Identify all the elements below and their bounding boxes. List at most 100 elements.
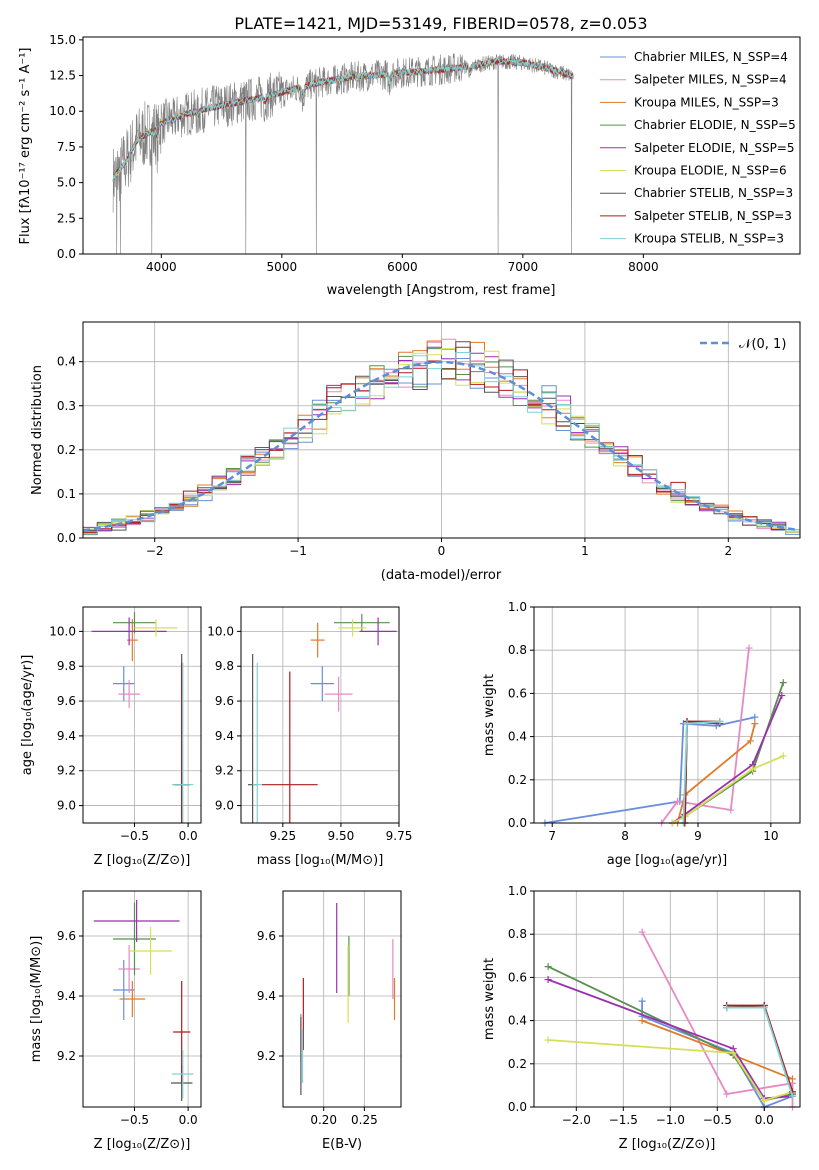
weight-vs-Z-marker-kroupa_stelib <box>723 1004 731 1012</box>
weight-vs-Z-ylabel: mass weight <box>482 958 497 1040</box>
weight-vs-age-marker-salpeter_miles <box>674 797 682 805</box>
spectrum-legend-label: Kroupa MILES, N_SSP=3 <box>634 95 779 109</box>
spectrum-legend-label: Salpeter ELODIE, N_SSP=5 <box>634 141 795 155</box>
weight-vs-age-ytick-label: 0.6 <box>508 686 527 700</box>
age-vs-Z-ytick-label: 9.2 <box>57 764 76 778</box>
weight-vs-age-ytick-label: 0.4 <box>508 730 527 744</box>
mass-vs-Z-ytick-label: 9.4 <box>57 989 76 1003</box>
age-vs-Z-ytick-label: 9.8 <box>57 659 76 673</box>
weight-vs-Z-axes-frame <box>533 890 801 1108</box>
weight-vs-Z-marker-chabrier_miles <box>638 997 646 1005</box>
spectrum-ytick-label: 0.0 <box>57 247 76 261</box>
mass-vs-Z-xtick-label: −0.5 <box>120 1113 149 1127</box>
spectrum-ticks: 4000 5000 6000 7000 8000 0.0 2.5 5.0 7.5 10.0 12.5… <box>49 33 658 274</box>
age-vs-mass-xtick-label: 9.75 <box>386 829 413 843</box>
mass-vs-EBV-xtick-label: 0.25 <box>351 1113 378 1127</box>
residual-histogram-kroupa_elodie <box>83 348 800 533</box>
weight-vs-age-line-chabrier_miles <box>544 716 755 824</box>
age-vs-Z-xtick-label: 0.0 <box>179 829 198 843</box>
weight-vs-age-xtick-label: 10 <box>763 829 778 843</box>
age-vs-Z-xlabel: Z [log₁₀(Z/Z⊙)] <box>94 853 191 868</box>
weight-vs-Z-xtick-label: −1.5 <box>609 1113 638 1127</box>
weight-vs-Z-line-chabrier_stelib <box>726 1004 794 1095</box>
weight-vs-Z-marker-kroupa_miles <box>788 1075 796 1083</box>
parameter-panels: −0.5 0.0 9.0 9.2 9.4 9.6 9.8 10.0 Z [log₁₀(Z/Z⊙)… <box>20 600 801 1152</box>
age-vs-Z-ytick-label: 9.6 <box>57 694 76 708</box>
spectrum-xlabel: wavelength [Angstrom, rest frame] <box>327 283 556 298</box>
observed-spectrum-line <box>112 53 574 255</box>
age-vs-mass-panel: 9.25 9.50 9.75 9.0 9.2 9.4 9.6 9.8 10.0 mass [log… <box>207 606 413 868</box>
residuals-xlabel: (data-model)/error <box>381 568 502 583</box>
spectrum-xtick-label: 4000 <box>146 260 177 274</box>
weight-vs-Z-xtick-label: 0.0 <box>755 1113 774 1127</box>
weight-vs-age-line-kroupa_miles <box>676 723 756 824</box>
weight-vs-age-line-salpeter_miles <box>660 647 750 824</box>
mass-vs-EBV-axes-frame <box>282 890 402 1108</box>
weight-vs-Z-line-kroupa_elodie <box>548 1039 793 1102</box>
weight-vs-Z-marker-salpeter_miles <box>638 928 646 936</box>
spectrum-title: PLATE=1421, MJD=53149, FIBERID=0578, z=0… <box>234 14 647 33</box>
spectrum-axes-frame <box>82 36 801 255</box>
weight-vs-Z-marker-kroupa_miles <box>638 1017 646 1025</box>
residuals-xtick-label: −2 <box>146 544 164 558</box>
spectrum-panel: PLATE=1421, MJD=53149, FIBERID=0578, z=0… <box>18 14 801 298</box>
mass-vs-Z-axes-frame <box>82 890 202 1108</box>
residuals-ylabel: Normed distribution <box>30 365 45 495</box>
spectrum-ytick-label: 2.5 <box>57 211 76 225</box>
weight-vs-age-marker-salpeter_miles <box>727 806 735 814</box>
spectrum-legend-label: Salpeter MILES, N_SSP=4 <box>634 73 787 87</box>
weight-vs-Z-ytick-label: 0.4 <box>508 1014 527 1028</box>
normal-distribution-curve <box>82 360 798 532</box>
weight-vs-Z-panel: −2.0 −1.5 −1.0 −0.5 0.0 0.0 0.2 0.4 0.6 0.8 1.0 Z [… <box>482 884 801 1152</box>
weight-vs-Z-marker-kroupa_stelib <box>760 1004 768 1012</box>
weight-vs-age-line-kroupa_elodie <box>672 755 784 824</box>
weight-vs-age-line-salpeter_elodie <box>671 695 783 824</box>
weight-vs-Z-marker-kroupa_stelib <box>788 1092 796 1100</box>
normal-legend-label: 𝒩(0, 1) <box>739 337 786 352</box>
spectrum-ylabel: Flux [fλ10⁻¹⁷ erg cm⁻² s⁻¹ A⁻¹] <box>18 48 33 245</box>
spectrum-ytick-label: 12.5 <box>49 69 76 83</box>
spectrum-xtick-label: 6000 <box>387 260 418 274</box>
weight-vs-Z-ytick-label: 0.2 <box>508 1057 527 1071</box>
model-spectrum-salpeter_stelib <box>112 57 574 182</box>
residuals-panel: −2 −1 0 1 2 0.0 0.1 0.2 0.3 0.4 (data-model)/erro… <box>30 321 801 583</box>
mass-vs-Z-ylabel: mass [log₁₀(M/M⊙)] <box>29 936 44 1063</box>
weight-vs-age-ylabel: mass weight <box>482 674 497 756</box>
weight-vs-age-marker-kroupa_stelib <box>716 717 724 725</box>
age-vs-mass-xlabel: mass [log₁₀(M/M⊙)] <box>257 853 384 868</box>
spectrum-legend-label: Salpeter STELIB, N_SSP=3 <box>634 209 792 223</box>
weight-vs-age-marker-kroupa_elodie <box>779 752 787 760</box>
age-vs-mass-ytick-label: 9.6 <box>215 694 234 708</box>
model-spectrum-kroupa_stelib <box>112 57 574 182</box>
spectrum-legend-label: Chabrier MILES, N_SSP=4 <box>634 50 788 64</box>
mass-vs-Z-xtick-label: 0.0 <box>179 1113 198 1127</box>
residual-histogram-chabrier_stelib <box>83 341 800 532</box>
weight-vs-Z-marker-chabrier_elodie <box>544 963 552 971</box>
weight-vs-age-ytick-label: 0.8 <box>508 643 527 657</box>
age-vs-Z-panel: −0.5 0.0 9.0 9.2 9.4 9.6 9.8 10.0 Z [log₁₀(Z/Z⊙)… <box>20 606 202 868</box>
residuals-xtick-label: 2 <box>724 544 732 558</box>
mass-vs-EBV-xlabel: E(B-V) <box>322 1137 362 1152</box>
weight-vs-age-xtick-label: 8 <box>621 829 629 843</box>
age-vs-mass-ytick-label: 10.0 <box>207 624 234 638</box>
spectrum-ytick-label: 10.0 <box>49 104 76 118</box>
weight-vs-age-marker-kroupa_stelib <box>683 720 691 728</box>
weight-vs-age-marker-salpeter_miles <box>745 644 753 652</box>
weight-vs-Z-ytick-label: 1.0 <box>508 884 527 898</box>
spectrum-ytick-label: 5.0 <box>57 176 76 190</box>
mass-vs-Z-xlabel: Z [log₁₀(Z/Z⊙)] <box>94 1137 191 1152</box>
weight-vs-Z-ytick-label: 0.8 <box>508 927 527 941</box>
residuals-xtick-label: 0 <box>438 544 446 558</box>
residuals-legend: 𝒩(0, 1) <box>700 337 786 352</box>
spectrum-legend-label: Kroupa STELIB, N_SSP=3 <box>634 232 784 246</box>
mass-vs-EBV-xtick-label: 0.20 <box>310 1113 337 1127</box>
spectrum-legend-label: Chabrier STELIB, N_SSP=3 <box>634 186 793 200</box>
residuals-ytick-label: 0.1 <box>57 487 76 501</box>
age-vs-mass-ytick-label: 9.2 <box>215 764 234 778</box>
spectrum-xtick-label: 5000 <box>267 260 298 274</box>
weight-vs-Z-marker-salpeter_elodie <box>544 976 552 984</box>
weight-vs-age-marker-kroupa_elodie <box>749 765 757 773</box>
age-vs-Z-axes-frame <box>82 606 202 824</box>
weight-vs-age-marker-chabrier_miles <box>751 713 759 721</box>
